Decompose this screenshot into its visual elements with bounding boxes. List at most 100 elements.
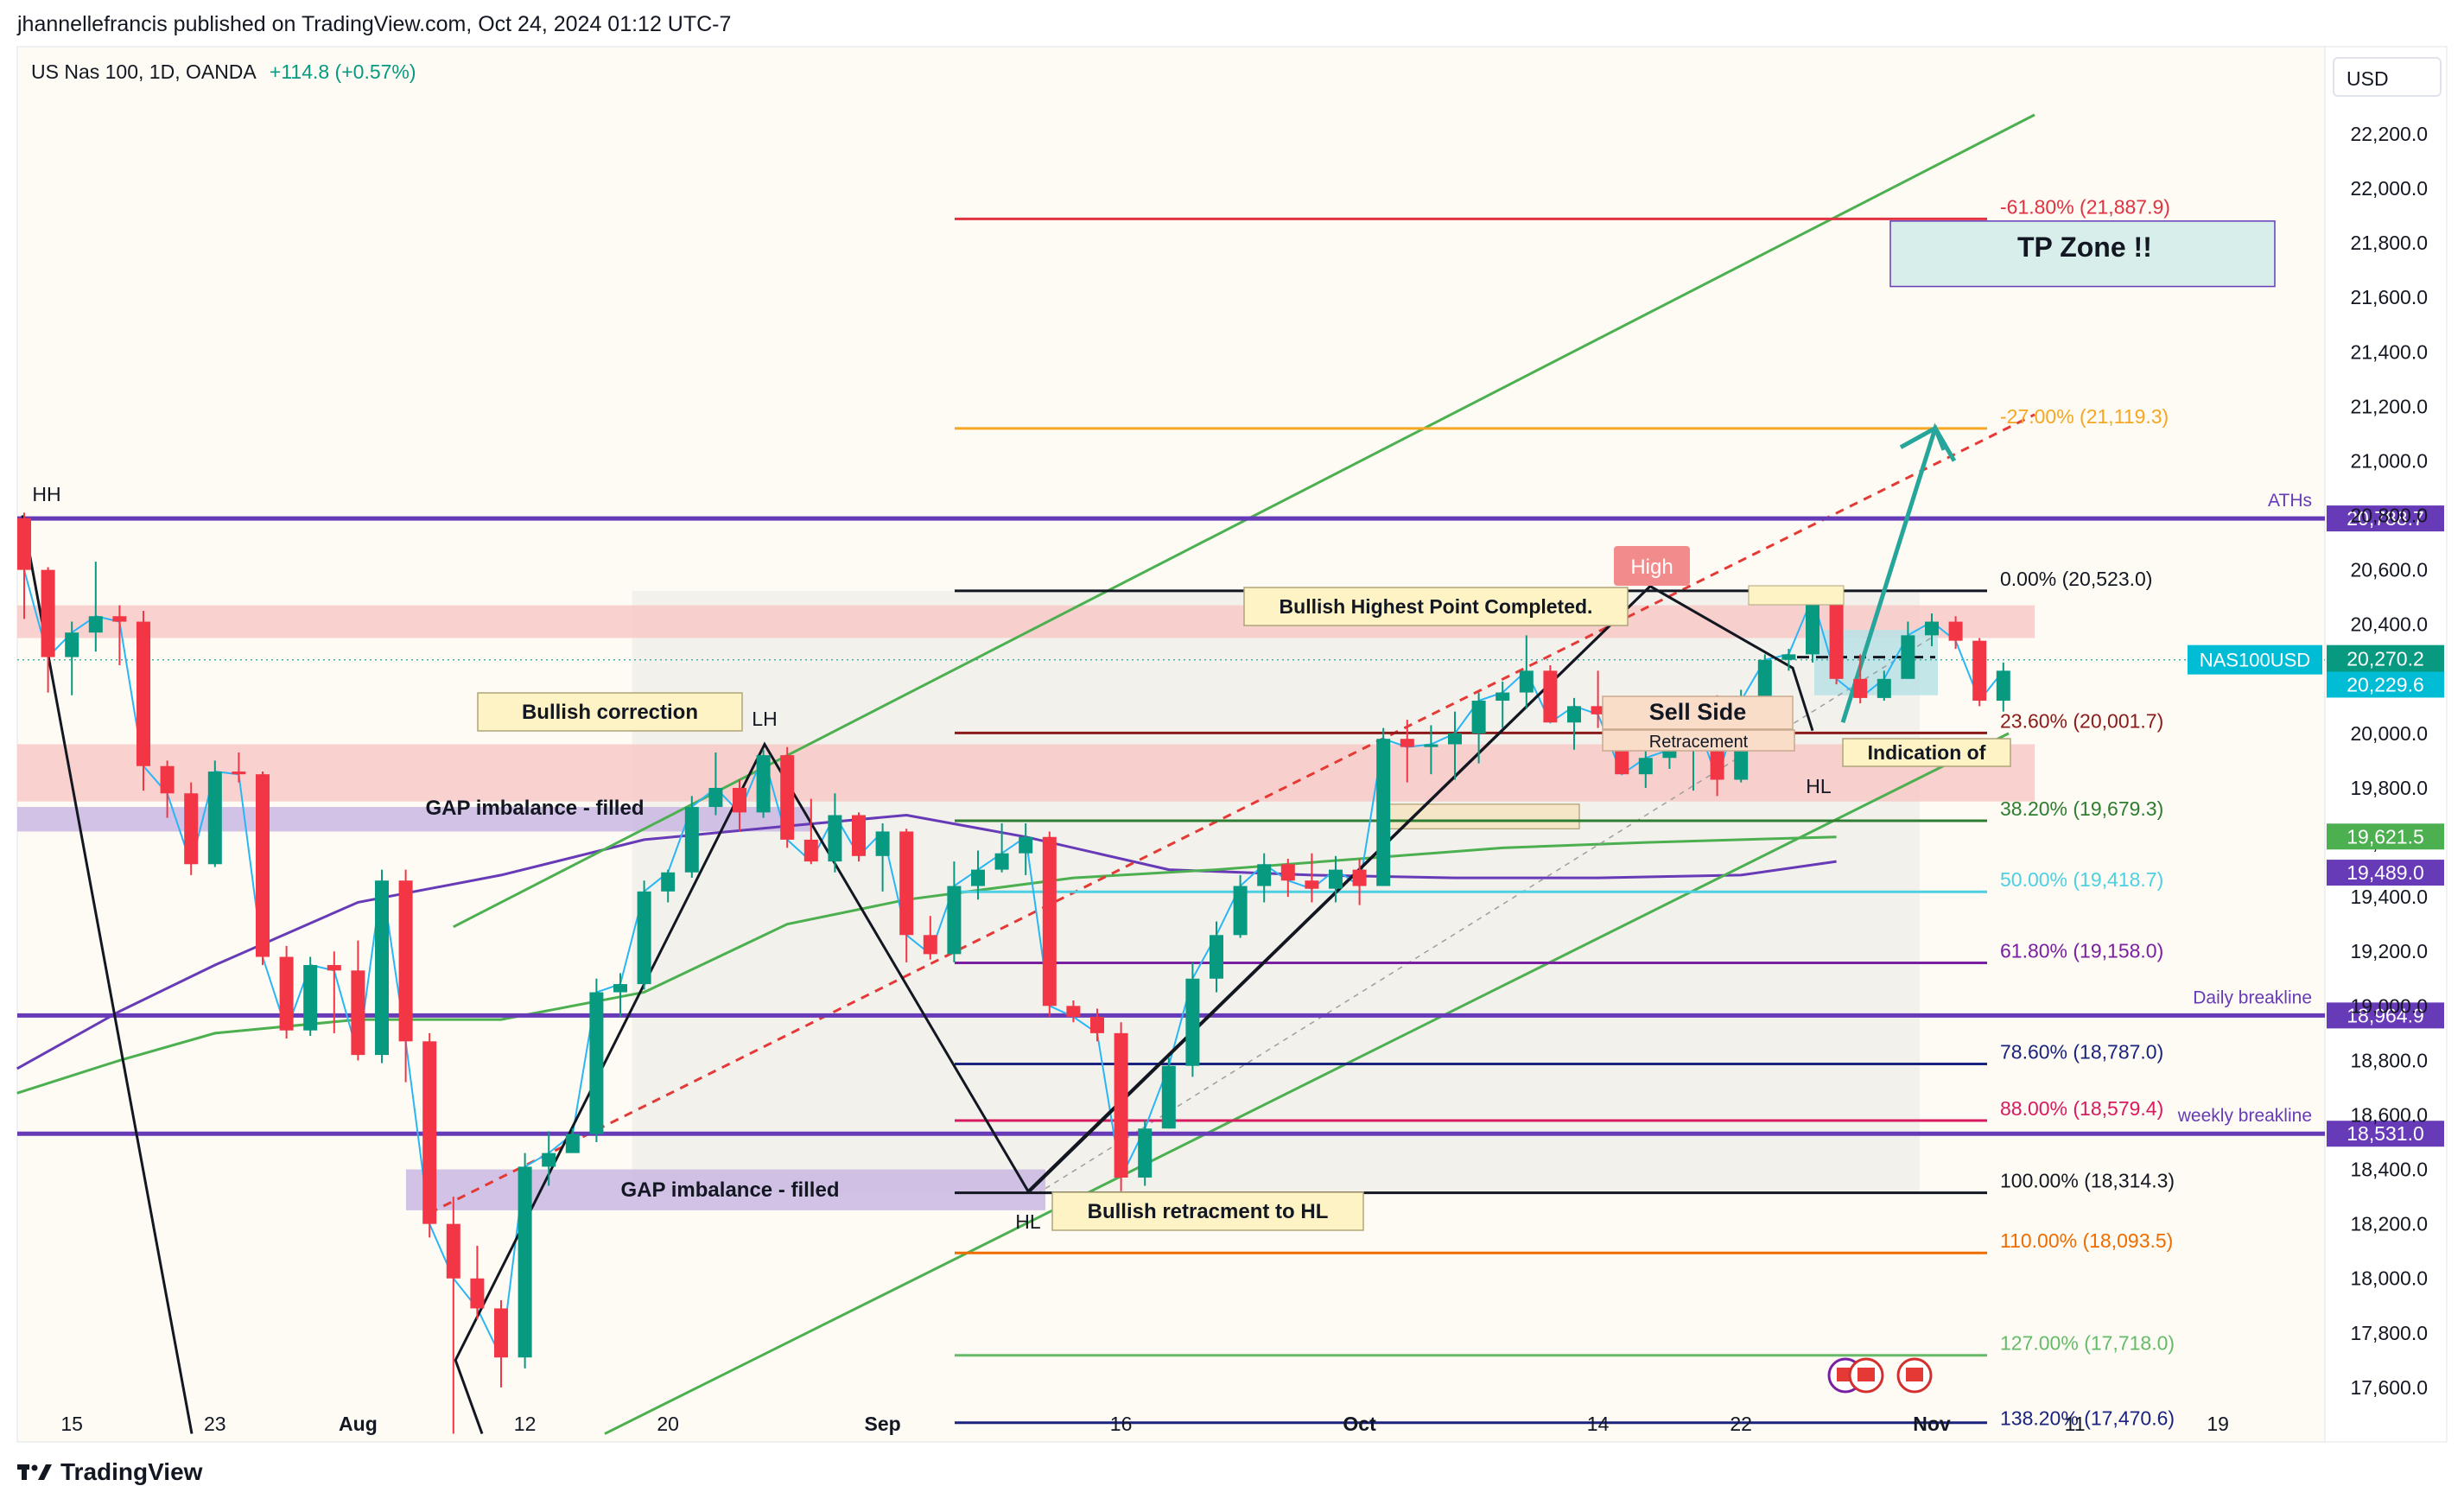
candle-body	[780, 755, 795, 840]
x-tick-label: Nov	[1913, 1413, 1951, 1435]
fib-level-label: 0.00% (20,523.0)	[2000, 568, 2152, 590]
candle-body	[112, 616, 127, 622]
fib-level-label: 138.20% (17,470.6)	[2000, 1407, 2175, 1430]
lh-label: LH	[752, 708, 777, 730]
x-tick-label: 20	[657, 1413, 679, 1435]
candle-body	[1400, 739, 1414, 747]
key-level-price-badge	[2327, 505, 2444, 532]
price-badge	[2327, 823, 2444, 850]
flag-icon-fill	[1858, 1368, 1875, 1381]
flag-icon-fill	[1906, 1368, 1923, 1381]
indication-label-box	[1842, 738, 2011, 767]
y-tick-label: 20,000.0	[2350, 722, 2428, 745]
candle-body	[1185, 978, 1200, 1066]
candle-body	[1329, 869, 1343, 889]
candle-body	[1662, 749, 1677, 759]
candle-body	[1257, 864, 1272, 886]
zigzag-structure	[454, 584, 1814, 1435]
candle-body	[971, 869, 985, 886]
candle-body	[1090, 1016, 1104, 1033]
projection-arrowhead	[1899, 425, 1946, 451]
zigzag-down-1	[21, 515, 194, 1434]
candle-body	[207, 772, 222, 865]
supply-zone	[17, 744, 2035, 802]
candle-body	[1901, 635, 1915, 679]
y-tick-label: 20,400.0	[2350, 613, 2428, 636]
candle-body	[661, 872, 676, 892]
key-level-name: ATHs	[2268, 491, 2312, 511]
y-tick-label: 18,600.0	[2350, 1103, 2428, 1126]
tp-zone-box	[1889, 220, 2276, 288]
gap-imbalance-zone-2	[406, 1169, 1045, 1210]
x-tick-label: 12	[514, 1413, 537, 1435]
candle-body	[1471, 701, 1486, 733]
candle-body	[470, 1278, 485, 1309]
bullish-retracement-label-box	[1051, 1191, 1364, 1231]
symbol-name: US Nas 100, 1D, OANDA	[31, 60, 256, 83]
candle-body	[613, 984, 627, 993]
x-tick-label: 23	[204, 1413, 226, 1435]
gap-imbalance-label-2: GAP imbalance - filled	[621, 1178, 840, 1202]
symbol-badge	[2188, 645, 2322, 675]
key-level-price-label: 18,964.9	[2347, 1004, 2424, 1026]
candle-body	[637, 891, 651, 985]
candle-body	[1853, 678, 1868, 698]
fib-level-label: 50.00% (19,418.7)	[2000, 868, 2163, 891]
candle-body	[1972, 640, 1987, 702]
candle-body	[1781, 654, 1796, 660]
y-tick-label: 22,000.0	[2350, 177, 2428, 200]
fib-level-label: 110.00% (18,093.5)	[2000, 1229, 2173, 1252]
y-tick-label: 18,800.0	[2350, 1049, 2428, 1071]
currency-selector[interactable]: USD	[2333, 57, 2442, 97]
symbol-badge-label: NAS100USD	[2200, 650, 2310, 671]
candle-body	[1519, 670, 1534, 693]
candle-body	[1210, 935, 1223, 979]
channel-lower-line	[604, 732, 2010, 1435]
bullish-highest-label: Bullish Highest Point Completed.	[1280, 595, 1593, 618]
tradingview-logo-icon	[17, 1464, 52, 1480]
candle-body	[994, 853, 1009, 870]
x-tick-label: 19	[2207, 1413, 2229, 1435]
candle-body	[184, 793, 199, 865]
candle-body	[923, 935, 937, 955]
candle-body	[803, 839, 818, 862]
candle-body	[1806, 597, 1819, 655]
candle-body	[41, 569, 55, 657]
high-label-box	[1614, 546, 1690, 586]
fib-level-label: -61.80% (21,887.9)	[2000, 195, 2170, 218]
hh-label: HH	[32, 483, 60, 505]
y-tick-label: 21,200.0	[2350, 395, 2428, 417]
candle-body	[398, 880, 413, 1042]
fib-level-label: -27.00% (21,119.3)	[2000, 405, 2169, 428]
sell-side-label: Sell Side	[1649, 699, 1747, 725]
tradingview-footer: TradingView	[17, 1458, 202, 1486]
candle-body	[232, 772, 246, 775]
x-tick-label: Aug	[339, 1413, 378, 1435]
tp-zone-label: TP Zone !!	[2017, 232, 2152, 263]
candle-body	[875, 831, 890, 856]
candle-body	[518, 1166, 532, 1358]
bullish-correction-label-box	[477, 692, 743, 732]
candle-body	[65, 632, 79, 657]
candle-body	[899, 831, 914, 936]
candle-body	[565, 1134, 580, 1153]
candle-body	[494, 1308, 508, 1358]
candle-body	[1877, 678, 1891, 698]
fib-level-label: 38.20% (19,679.3)	[2000, 797, 2163, 820]
key-level-price-badge	[2327, 1121, 2444, 1147]
candle-body	[351, 970, 365, 1056]
candle-body	[160, 765, 175, 794]
candle-body	[1591, 706, 1605, 714]
key-level-price-label: 18,531.0	[2347, 1122, 2424, 1145]
y-tick-label: 21,000.0	[2350, 449, 2428, 472]
y-tick-label: 17,600.0	[2350, 1376, 2428, 1399]
candle-body	[1948, 621, 1963, 641]
y-tick-label: 19,400.0	[2350, 886, 2428, 908]
symbol-legend: US Nas 100, 1D, OANDA +114.8 (+0.57%)	[31, 60, 416, 84]
price-badge-label: 19,489.0	[2347, 861, 2424, 884]
x-tick-label: 15	[60, 1413, 83, 1435]
candle-body	[1114, 1032, 1128, 1178]
candle-body	[1352, 869, 1367, 886]
y-tick-label: 22,200.0	[2350, 123, 2428, 145]
